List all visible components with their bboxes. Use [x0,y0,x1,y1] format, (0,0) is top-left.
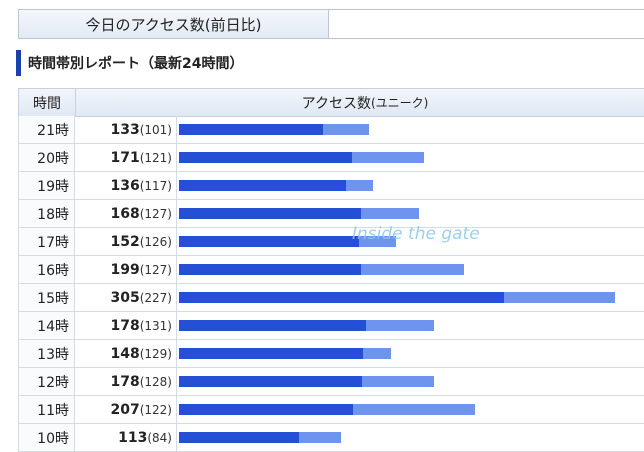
count-cell: 168 (127) [75,200,177,228]
bar-cell [177,256,644,284]
watermark: Inside the gate [352,224,480,244]
unique-count: (84) [147,430,172,445]
total-count: 199 [110,261,140,278]
unique-count: (131) [139,318,172,333]
unique-count: (126) [139,234,172,249]
summary-cell: 今日のアクセス数(前日比) [18,9,329,39]
unique-count: (227) [139,290,172,305]
hour-cell: 18時 [18,200,75,228]
unique-bar [179,292,504,303]
bar-cell [177,228,644,256]
unique-bar [179,124,324,135]
summary-value-cell [329,9,644,39]
hour-cell: 16時 [18,256,75,284]
total-count: 148 [110,345,140,362]
hour-header: 時間 [18,88,76,117]
unique-count: (129) [139,346,172,361]
count-cell: 148 (129) [75,340,177,368]
count-cell: 199 (127) [75,256,177,284]
count-cell: 178 (131) [75,312,177,340]
unique-count: (122) [139,402,172,417]
count-cell: 178 (128) [75,368,177,396]
total-count: 113 [118,429,148,446]
unique-bar [179,208,361,219]
hour-cell: 13時 [18,340,75,368]
count-cell: 152 (126) [75,228,177,256]
unique-note: (ユニーク) [370,96,429,110]
total-count: 152 [110,233,140,250]
count-cell: 133 (101) [75,116,177,144]
unique-count: (121) [139,150,172,165]
unique-count: (127) [139,206,172,221]
access-header-text: アクセス数 [301,95,371,112]
hour-cell: 21時 [18,116,75,144]
count-cell: 136 (117) [75,172,177,200]
bar-cell [177,116,644,144]
unique-bar [179,152,353,163]
bar-cell [177,340,644,368]
total-count: 178 [110,317,140,334]
hour-cell: 11時 [18,396,75,424]
unique-count: (128) [139,374,172,389]
total-count: 178 [110,373,140,390]
access-header: アクセス数 (ユニーク) [75,88,644,117]
unique-bar [179,236,360,247]
unique-count: (117) [139,178,172,193]
total-count: 133 [110,121,140,138]
total-count: 207 [110,401,140,418]
count-cell: 113 (84) [75,424,177,452]
total-count: 305 [110,289,140,306]
bar-cell [177,200,644,228]
bar-cell [177,424,644,452]
unique-count: (127) [139,262,172,277]
bar-cell [177,368,644,396]
hour-cell: 12時 [18,368,75,396]
unique-bar [179,376,363,387]
section-title: 時間帯別レポート（最新24時間） [16,50,243,76]
count-cell: 305 (227) [75,284,177,312]
unique-bar [179,404,354,415]
bar-cell [177,312,644,340]
hour-cell: 17時 [18,228,75,256]
bar-cell [177,396,644,424]
total-count: 168 [110,205,140,222]
unique-bar [179,432,300,443]
hour-cell: 10時 [18,424,75,452]
bar-cell [177,284,644,312]
bar-cell [177,172,644,200]
total-count: 136 [110,177,140,194]
hour-cell: 14時 [18,312,75,340]
unique-count: (101) [139,122,172,137]
count-cell: 207 (122) [75,396,177,424]
unique-bar [179,320,367,331]
hour-cell: 15時 [18,284,75,312]
bar-cell [177,144,644,172]
unique-bar [179,264,361,275]
unique-bar [179,348,364,359]
total-count: 171 [110,149,140,166]
hour-cell: 20時 [18,144,75,172]
count-cell: 171 (121) [75,144,177,172]
hour-cell: 19時 [18,172,75,200]
unique-bar [179,180,347,191]
